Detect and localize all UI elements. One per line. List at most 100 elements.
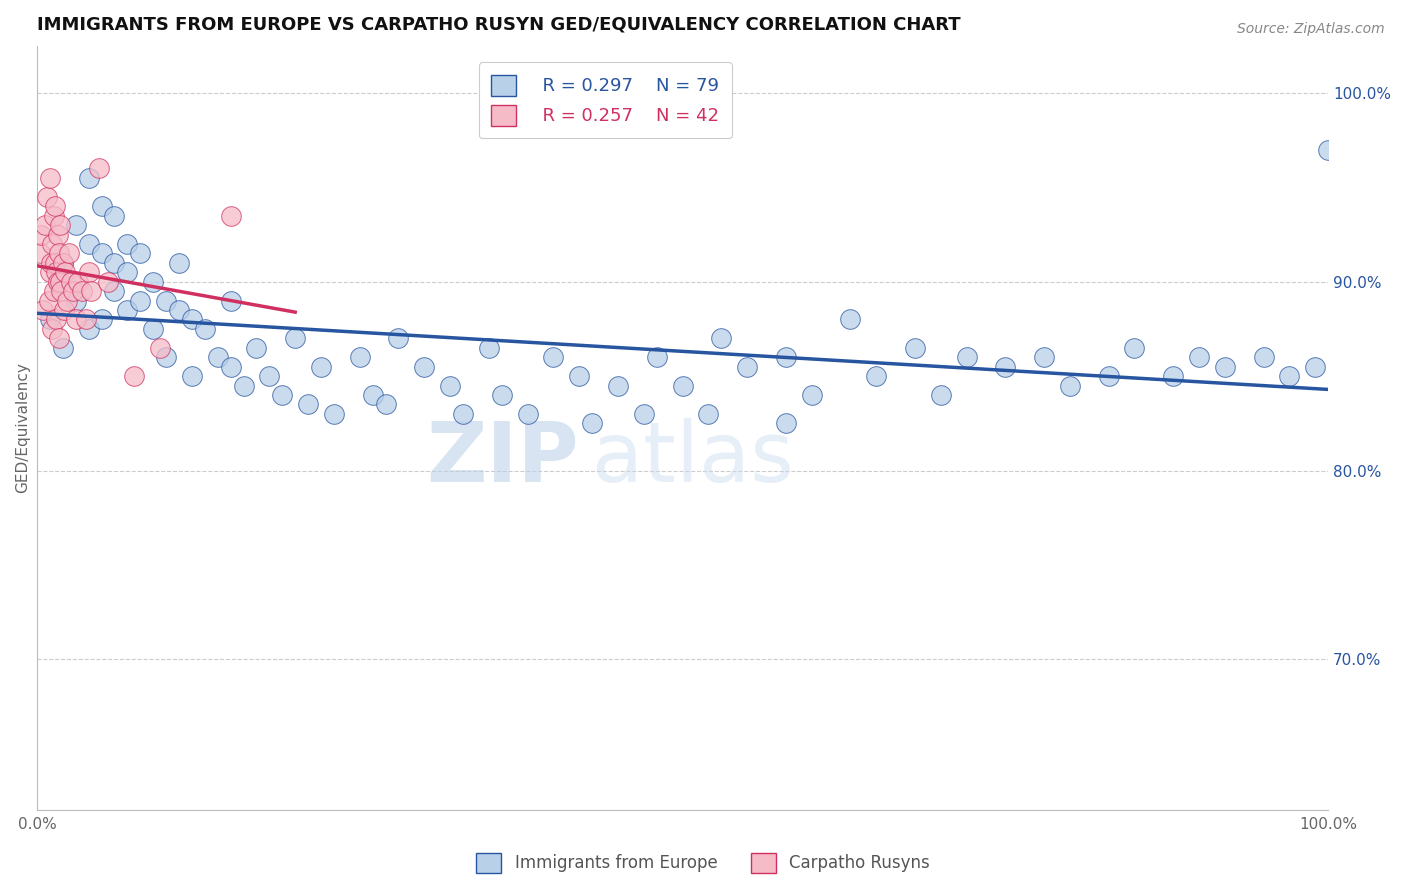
Point [65, 293, 87, 308]
Point [53, 265, 76, 279]
Point [38, 170, 60, 185]
Point [633, 407, 655, 421]
Point [245, 341, 267, 355]
Point [34, 218, 56, 232]
Point [49, 275, 72, 289]
Point [451, 407, 474, 421]
Point [309, 359, 332, 374]
Point [155, 293, 177, 308]
Legend:   R = 0.297    N = 79,   R = 0.257    N = 42: R = 0.297 N = 79, R = 0.257 N = 42 [478, 62, 731, 138]
Point [516, 407, 538, 421]
Point [44, 199, 66, 213]
Point [735, 359, 758, 374]
Point [194, 322, 217, 336]
Point [52, 256, 75, 270]
Point [117, 303, 139, 318]
Point [90, 199, 112, 213]
Point [167, 256, 190, 270]
Point [65, 312, 87, 326]
Point [46, 275, 69, 289]
Point [117, 236, 139, 251]
Point [117, 265, 139, 279]
Point [1213, 359, 1236, 374]
Point [52, 256, 75, 270]
Point [67, 275, 90, 289]
Point [297, 397, 319, 411]
Point [1278, 369, 1301, 384]
Point [90, 312, 112, 326]
Point [219, 359, 242, 374]
Point [413, 359, 436, 374]
Point [45, 312, 67, 326]
Point [697, 407, 720, 421]
Point [46, 227, 69, 242]
Point [90, 246, 112, 260]
Point [322, 407, 344, 421]
Point [77, 170, 100, 185]
Point [671, 378, 693, 392]
Point [478, 341, 501, 355]
Point [38, 265, 60, 279]
Point [103, 284, 125, 298]
Point [800, 388, 823, 402]
Point [129, 293, 152, 308]
Point [775, 351, 797, 365]
Point [48, 246, 70, 260]
Point [30, 227, 52, 242]
Point [122, 369, 145, 384]
Point [75, 312, 97, 326]
Point [149, 341, 172, 355]
Point [439, 378, 461, 392]
Point [543, 351, 565, 365]
Point [775, 417, 797, 431]
Point [62, 284, 84, 298]
Point [39, 256, 62, 270]
Point [491, 388, 513, 402]
Point [259, 369, 281, 384]
Point [142, 322, 165, 336]
Point [28, 246, 51, 260]
Legend: Immigrants from Europe, Carpatho Rusyns: Immigrants from Europe, Carpatho Rusyns [470, 847, 936, 880]
Point [1161, 369, 1184, 384]
Point [41, 236, 63, 251]
Point [568, 369, 591, 384]
Point [51, 284, 73, 298]
Point [53, 303, 76, 318]
Point [77, 236, 100, 251]
Point [581, 417, 603, 431]
Point [42, 284, 65, 298]
Point [142, 275, 165, 289]
Point [839, 312, 862, 326]
Point [387, 331, 409, 345]
Point [55, 293, 77, 308]
Point [284, 331, 307, 345]
Point [155, 351, 177, 365]
Point [97, 275, 120, 289]
Point [87, 161, 110, 176]
Point [59, 275, 82, 289]
Point [38, 312, 60, 326]
Point [219, 209, 242, 223]
Point [38, 293, 60, 308]
Point [904, 341, 927, 355]
Point [929, 388, 952, 402]
Point [45, 265, 67, 279]
Point [42, 209, 65, 223]
Point [1033, 351, 1056, 365]
Point [58, 246, 80, 260]
Point [710, 331, 733, 345]
Text: ZIP: ZIP [427, 418, 579, 500]
Point [955, 351, 977, 365]
Point [77, 322, 100, 336]
Point [1059, 378, 1081, 392]
Point [219, 293, 242, 308]
Point [49, 218, 72, 232]
Point [103, 209, 125, 223]
Point [865, 369, 887, 384]
Point [607, 378, 630, 392]
Point [232, 378, 254, 392]
Point [207, 351, 229, 365]
Point [48, 331, 70, 345]
Point [1188, 351, 1211, 365]
Y-axis label: GED/Equivalency: GED/Equivalency [15, 363, 30, 493]
